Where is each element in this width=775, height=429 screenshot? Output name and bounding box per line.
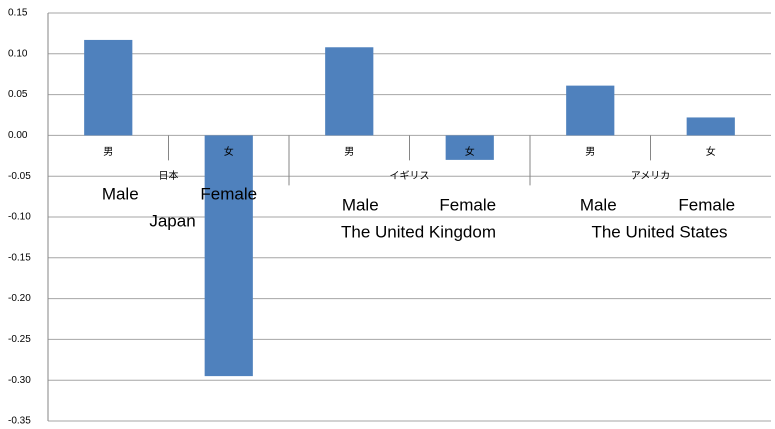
bar xyxy=(686,117,735,136)
y-tick-label: -0.30 xyxy=(8,375,31,386)
y-tick-label: 0.00 xyxy=(8,130,28,141)
y-tick-label: -0.20 xyxy=(8,293,31,304)
category-annotation: Female xyxy=(200,184,257,203)
bar xyxy=(84,39,133,136)
category-annotation: Male xyxy=(102,184,139,203)
bar xyxy=(204,135,253,377)
y-tick-label: -0.05 xyxy=(8,171,31,182)
group-label: 日本 xyxy=(159,169,179,182)
y-tick-label: 0.15 xyxy=(8,8,28,19)
category-annotation: Female xyxy=(439,195,496,214)
x-tick-label: 男 xyxy=(103,146,113,158)
group-label: イギリス xyxy=(390,170,430,182)
x-tick-label: 男 xyxy=(585,146,595,158)
y-tick-label: -0.15 xyxy=(8,252,31,263)
x-tick-label: 女 xyxy=(706,145,716,158)
y-tick-label: -0.25 xyxy=(8,334,31,345)
group-label: アメリカ xyxy=(631,170,671,182)
category-annotation: Male xyxy=(342,195,379,214)
group-annotation: The United Kingdom xyxy=(341,222,496,241)
group-annotation: Japan xyxy=(149,211,195,230)
bar xyxy=(325,47,374,136)
category-annotation: Male xyxy=(580,195,617,214)
y-tick-label: 0.10 xyxy=(8,48,28,59)
y-tick-label: -0.10 xyxy=(8,212,31,223)
y-tick-label: 0.05 xyxy=(8,89,28,100)
x-tick-label: 女 xyxy=(465,145,475,158)
category-annotation: Female xyxy=(678,195,735,214)
bar xyxy=(445,135,494,160)
x-tick-label: 女 xyxy=(224,145,234,158)
bar xyxy=(566,85,615,136)
group-annotation: The United States xyxy=(591,222,727,241)
x-tick-label: 男 xyxy=(344,146,354,158)
y-tick-label: -0.35 xyxy=(8,416,31,427)
